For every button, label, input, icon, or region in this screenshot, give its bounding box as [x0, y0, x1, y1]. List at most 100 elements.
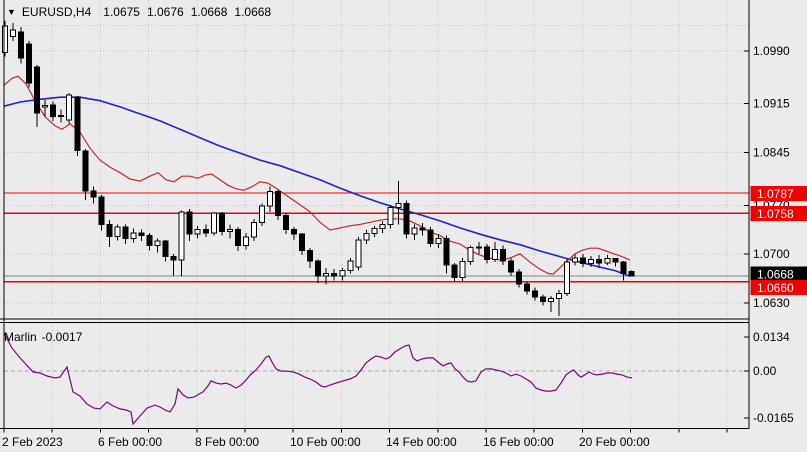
x-axis-date-label: 6 Feb 00:00 — [98, 435, 162, 449]
candle-bear — [540, 296, 547, 302]
candle-bear — [202, 228, 209, 234]
candle-bear — [146, 235, 153, 246]
candle-bull — [467, 247, 474, 262]
candle-bear — [50, 104, 57, 118]
candle-bear — [234, 228, 241, 246]
candle-bear — [331, 272, 338, 277]
candle-bull — [339, 270, 346, 277]
candle-bear — [427, 229, 434, 244]
candle-bear — [275, 191, 282, 216]
x-axis-date-label: 2 Feb 2023 — [2, 435, 63, 449]
price-badge-label: 1.0787 — [757, 187, 794, 201]
candle-bear — [82, 150, 89, 192]
candle-bear — [531, 290, 538, 298]
price-badge — [750, 266, 807, 282]
candle-bear — [291, 228, 298, 235]
candle-bear — [170, 256, 177, 261]
candle-bull — [242, 236, 249, 246]
candle-bull — [323, 272, 330, 277]
candle-bear — [483, 246, 490, 260]
candle-bull — [556, 293, 563, 300]
candle-bull — [475, 246, 482, 249]
candle-bull — [379, 223, 386, 230]
candle-bear — [419, 227, 426, 231]
candle-bull — [572, 257, 579, 263]
candle-bull — [42, 105, 49, 108]
candle-bull — [266, 191, 273, 207]
candle-bull — [258, 205, 265, 223]
y-axis-tick-label: 0.00 — [753, 364, 777, 378]
quote-close: 1.0668 — [234, 5, 272, 19]
y-axis-tick-label: 0.0134 — [753, 330, 790, 344]
candle-bull — [435, 237, 442, 244]
candle-bull — [363, 233, 370, 241]
y-axis[interactable]: 1.09901.09151.08451.07701.07001.06300.01… — [744, 44, 794, 425]
candle-bear — [315, 260, 322, 277]
x-axis-date-label: 16 Feb 00:00 — [483, 435, 554, 449]
candle-bear — [403, 202, 410, 235]
candle-bear — [162, 240, 169, 258]
candle-bull — [371, 228, 378, 235]
indicator-name: Marlin — [4, 330, 37, 344]
chart-menu-arrow-icon[interactable]: ▼ — [7, 7, 16, 17]
candle-bear — [443, 237, 450, 266]
candle-bull — [491, 249, 498, 260]
candle-bull — [178, 211, 185, 261]
oscillator-line — [3, 332, 633, 426]
candle-bear — [507, 260, 514, 273]
candle-bear — [218, 212, 225, 232]
candle-bull — [548, 298, 555, 302]
candle-bear — [628, 270, 635, 277]
candle-bear — [106, 223, 113, 237]
x-axis[interactable]: 2 Feb 2023 6 Feb 00:00 8 Feb 00:00 10 Feb 0… — [2, 428, 728, 450]
candle-bear — [122, 226, 129, 239]
candle-bear — [90, 190, 97, 198]
candle-bull — [588, 258, 595, 265]
candle-bear — [596, 258, 603, 264]
candle-bull — [66, 94, 73, 121]
grid-layer — [4, 0, 749, 428]
x-axis-date-label: 14 Feb 00:00 — [386, 435, 457, 449]
candle-bear — [26, 43, 33, 84]
candle-bull — [10, 29, 17, 37]
candle-bull — [459, 260, 466, 279]
candle-bull — [226, 228, 233, 232]
quote-low: 1.0668 — [190, 5, 228, 19]
price-badge-label: 1.0758 — [757, 207, 794, 221]
candle-bear — [74, 96, 81, 151]
candle-bull — [355, 239, 362, 268]
indicator-value: -0.0017 — [41, 330, 83, 344]
candle-bear — [299, 233, 306, 251]
indicator-label: Marlin -0.0017 — [4, 330, 82, 344]
price-badge-label: 1.0668 — [757, 268, 794, 282]
x-axis-date-label: 20 Feb 00:00 — [579, 435, 650, 449]
y-axis-tick-label: 1.0700 — [753, 247, 790, 261]
candle-bull — [114, 226, 121, 237]
price-badge — [750, 206, 807, 221]
ma-slow-line — [3, 96, 631, 277]
level-lines-layer — [4, 192, 749, 283]
frame-layer — [0, 0, 750, 430]
candle-bull — [250, 221, 257, 238]
candle-bear — [499, 249, 506, 262]
candle-bull — [210, 212, 217, 234]
candle-bear — [283, 214, 290, 230]
candle-bull — [564, 261, 571, 295]
y-axis-tick-label: 1.0915 — [753, 97, 790, 111]
x-axis-date-label: 10 Feb 00:00 — [290, 435, 361, 449]
candle-bull — [2, 25, 8, 53]
y-axis-tick-label: 1.0845 — [753, 146, 790, 160]
candle-bear — [307, 249, 314, 262]
x-axis-date-label: 8 Feb 00:00 — [195, 435, 259, 449]
chart-header: ▼ EURUSD,H4 1.0675 1.0676 1.0668 1.0668 — [7, 5, 278, 19]
candle-bear — [98, 196, 105, 225]
y-axis-tick-label: 1.0990 — [753, 44, 790, 58]
candle-bear — [620, 261, 627, 274]
candle-bear — [612, 258, 619, 263]
candle-bear — [34, 66, 41, 114]
candle-bull — [395, 202, 402, 209]
symbol-timeframe-label: EURUSD,H4 — [21, 5, 92, 19]
